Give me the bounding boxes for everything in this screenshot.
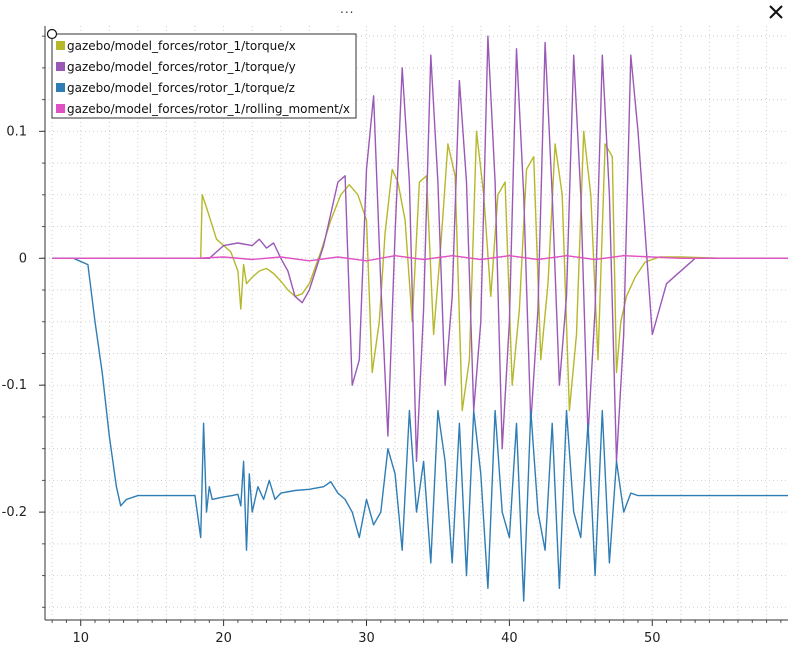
legend-swatch[interactable] xyxy=(56,62,65,71)
x-tick-label: 10 xyxy=(72,631,89,646)
legend-swatch[interactable] xyxy=(56,41,65,50)
menu-dots-icon[interactable]: ... xyxy=(340,2,355,16)
series-line-2 xyxy=(52,257,788,602)
series-line-1 xyxy=(52,35,788,462)
y-tick-label: 0 xyxy=(19,251,27,266)
legend-label[interactable]: gazebo/model_forces/rotor_1/rolling_mome… xyxy=(67,102,350,116)
x-tick-label: 50 xyxy=(644,631,661,646)
series-line-0 xyxy=(52,130,788,412)
x-tick-label: 40 xyxy=(501,631,518,646)
series-layer xyxy=(52,35,788,602)
x-tick-label: 20 xyxy=(215,631,232,646)
legend-box xyxy=(51,33,357,119)
series-line-3 xyxy=(52,255,788,262)
legend-swatch[interactable] xyxy=(56,104,65,113)
legend-drag-handle[interactable] xyxy=(46,28,58,40)
y-tick-label: -0.2 xyxy=(2,505,27,520)
y-tick-label: 0.1 xyxy=(6,124,27,139)
legend-label[interactable]: gazebo/model_forces/rotor_1/torque/z xyxy=(67,81,295,95)
legend: gazebo/model_forces/rotor_1/torque/xgaze… xyxy=(51,33,357,119)
close-icon[interactable] xyxy=(766,2,786,22)
y-tick-label: -0.1 xyxy=(2,378,27,393)
legend-swatch[interactable] xyxy=(56,83,65,92)
x-tick-label: 30 xyxy=(358,631,375,646)
legend-label[interactable]: gazebo/model_forces/rotor_1/torque/y xyxy=(67,60,296,74)
window-titlebar: ... xyxy=(0,0,792,24)
axes: 10 20 30 40 50 -0.2 -0.1 0 0.1 xyxy=(2,26,788,646)
legend-label[interactable]: gazebo/model_forces/rotor_1/torque/x xyxy=(67,39,296,53)
